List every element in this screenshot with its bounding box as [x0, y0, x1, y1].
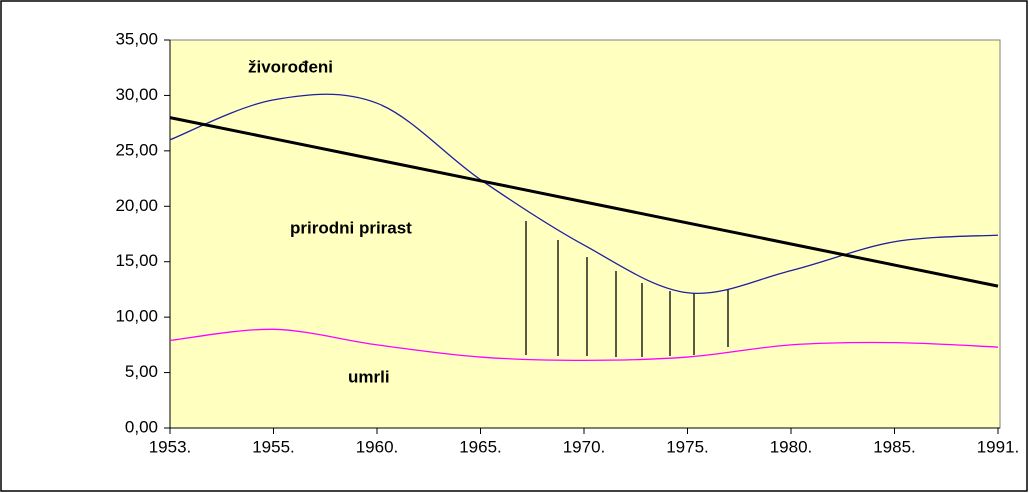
plot-area: [169, 39, 1001, 429]
x-tick-label: 1965.: [459, 437, 502, 456]
x-tick-label: 1985.: [873, 437, 916, 456]
series-line: [169, 116, 999, 288]
increase-hatching: [525, 221, 729, 357]
annotation: prirodni prirast: [290, 218, 412, 237]
x-tick-label: 1975.: [666, 437, 709, 456]
y-tick-label: 10,00: [115, 307, 158, 326]
y-tick-label: 20,00: [115, 196, 158, 215]
x-tick-label: 1970.: [563, 437, 606, 456]
x-tick-label: 1980.: [770, 437, 813, 456]
series-label: umrli: [348, 367, 390, 386]
y-tick-label: 30,00: [115, 85, 158, 104]
y-tick-label: 0,00: [125, 417, 158, 436]
y-tick-label: 15,00: [115, 251, 158, 270]
x-tick-label: 1953.: [149, 437, 192, 456]
x-tick-label: 1955.: [252, 437, 295, 456]
series-label: živorođeni: [248, 57, 333, 76]
x-tick-label: 1960.: [356, 437, 399, 456]
series-line: [169, 93, 999, 295]
y-tick-label: 25,00: [115, 140, 158, 159]
y-tick-label: 5,00: [125, 362, 158, 381]
series-line: [169, 328, 999, 362]
x-tick-label: 1991.: [977, 437, 1020, 456]
y-tick-label: 35,00: [115, 29, 158, 48]
